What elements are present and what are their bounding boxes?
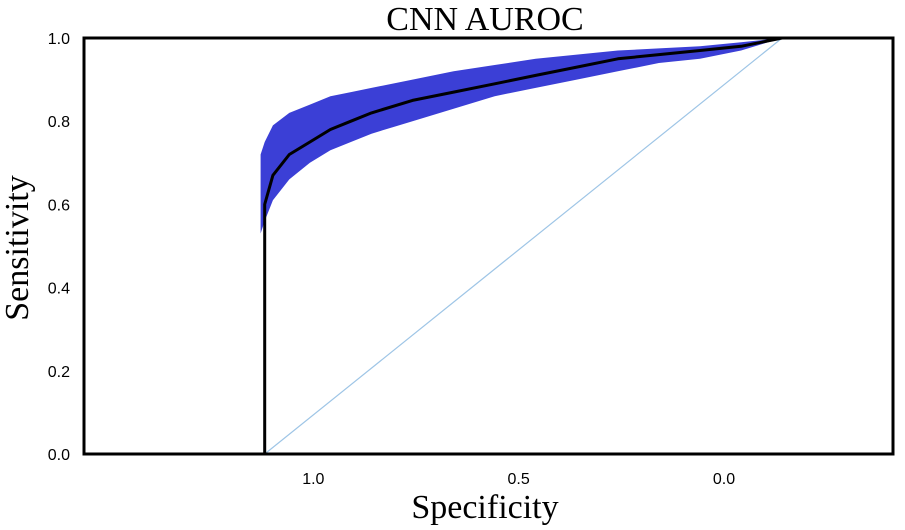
chart-title: CNN AUROC (386, 1, 583, 38)
y-axis-ticks: 0.0 0.2 0.4 0.6 0.8 1.0 (48, 31, 70, 464)
y-tick-label: 0.2 (48, 364, 70, 381)
y-tick-label: 0.0 (48, 447, 70, 464)
roc-curve-layer (263, 36, 783, 454)
chance-diagonal-line (264, 37, 783, 455)
y-tick-label: 0.4 (48, 281, 70, 298)
x-axis-title: Specificity (411, 489, 558, 526)
confidence-band (260, 38, 783, 234)
plot-area (82, 36, 895, 456)
confidence-band-layer (260, 38, 783, 234)
y-tick-label: 1.0 (48, 31, 70, 48)
y-axis-title: Sensitivity (0, 175, 36, 320)
x-tick-label: 1.0 (302, 471, 324, 488)
x-tick-label: 0.5 (508, 471, 530, 488)
x-tick-label: 0.0 (713, 471, 735, 488)
diagonal-layer (264, 37, 783, 455)
y-tick-label: 0.8 (48, 114, 70, 131)
x-axis-ticks: 1.0 0.5 0.0 (302, 471, 735, 488)
roc-curve (263, 36, 783, 454)
y-tick-label: 0.6 (48, 197, 70, 214)
plot-frame (82, 36, 895, 456)
